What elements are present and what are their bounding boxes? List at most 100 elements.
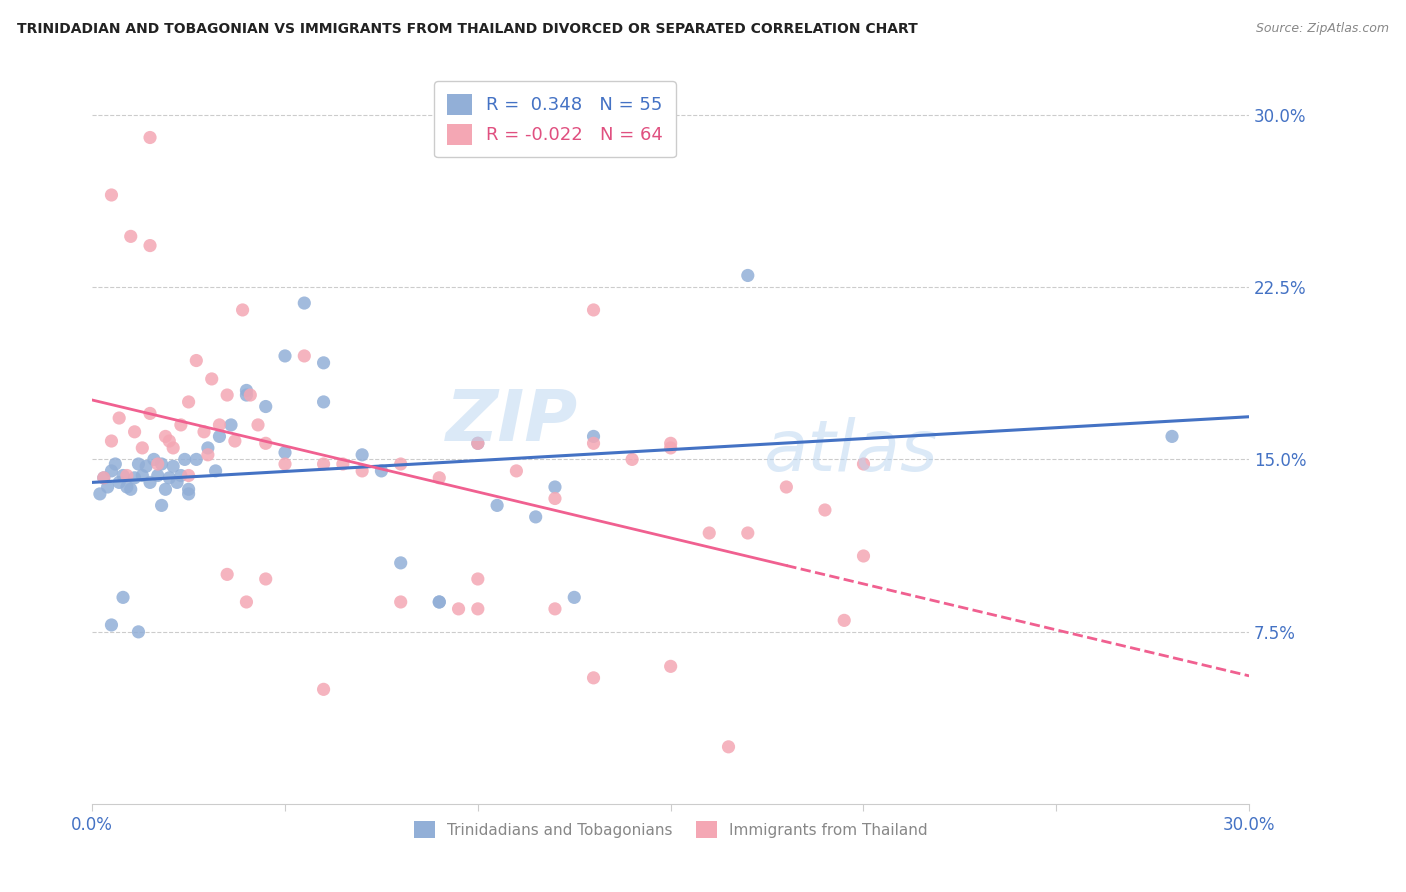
Point: [659, 441, 682, 455]
Point: [100, 464, 122, 478]
Text: Source: ZipAtlas.com: Source: ZipAtlas.com: [1256, 22, 1389, 36]
Point: [505, 464, 527, 478]
Point: [150, 457, 173, 471]
Point: [370, 464, 392, 478]
Point: [292, 349, 315, 363]
Point: [201, 372, 224, 386]
Point: [139, 130, 162, 145]
Point: [254, 436, 277, 450]
Point: [274, 445, 297, 459]
Point: [352, 464, 374, 478]
Point: [486, 499, 509, 513]
Point: [427, 471, 450, 485]
Point: [544, 491, 567, 506]
Point: [389, 457, 412, 471]
Point: [97, 480, 120, 494]
Legend: Trinidadians and Tobagonians, Immigrants from Thailand: Trinidadians and Tobagonians, Immigrants…: [408, 814, 934, 845]
Point: [247, 417, 270, 432]
Point: [108, 411, 131, 425]
Point: [112, 591, 135, 605]
Point: [186, 452, 208, 467]
Point: [177, 395, 200, 409]
Point: [142, 452, 165, 467]
Point: [1161, 429, 1184, 443]
Point: [389, 595, 412, 609]
Point: [544, 602, 567, 616]
Point: [204, 464, 226, 478]
Text: ZIP: ZIP: [446, 387, 578, 456]
Point: [467, 436, 489, 450]
Point: [312, 395, 335, 409]
Point: [814, 503, 837, 517]
Point: [621, 452, 644, 467]
Point: [139, 406, 162, 420]
Point: [582, 302, 605, 317]
Point: [166, 475, 188, 490]
Point: [157, 471, 180, 485]
Point: [852, 457, 875, 471]
Point: [186, 353, 208, 368]
Point: [173, 452, 195, 467]
Point: [135, 459, 157, 474]
Point: [312, 356, 335, 370]
Point: [208, 429, 231, 443]
Point: [162, 459, 184, 474]
Point: [127, 624, 149, 639]
Point: [146, 468, 169, 483]
Point: [108, 475, 131, 490]
Point: [235, 388, 257, 402]
Point: [120, 229, 142, 244]
Point: [120, 483, 142, 497]
Text: TRINIDADIAN AND TOBAGONIAN VS IMMIGRANTS FROM THAILAND DIVORCED OR SEPARATED COR: TRINIDADIAN AND TOBAGONIAN VS IMMIGRANTS…: [17, 22, 918, 37]
Point: [177, 468, 200, 483]
Text: atlas: atlas: [763, 417, 938, 485]
Point: [197, 448, 219, 462]
Point: [582, 429, 605, 443]
Point: [208, 417, 231, 432]
Point: [170, 417, 193, 432]
Point: [697, 526, 720, 541]
Point: [312, 682, 335, 697]
Point: [155, 483, 177, 497]
Point: [659, 659, 682, 673]
Point: [157, 434, 180, 448]
Point: [292, 296, 315, 310]
Point: [332, 457, 354, 471]
Point: [124, 425, 146, 439]
Point: [155, 429, 177, 443]
Point: [146, 457, 169, 471]
Point: [100, 618, 122, 632]
Point: [93, 471, 115, 485]
Point: [150, 499, 173, 513]
Point: [235, 595, 257, 609]
Point: [193, 425, 215, 439]
Point: [254, 400, 277, 414]
Point: [562, 591, 585, 605]
Point: [832, 613, 855, 627]
Point: [139, 475, 162, 490]
Point: [217, 388, 239, 402]
Point: [170, 468, 193, 483]
Point: [582, 671, 605, 685]
Point: [197, 441, 219, 455]
Point: [467, 436, 489, 450]
Point: [139, 238, 162, 252]
Point: [235, 384, 257, 398]
Point: [177, 487, 200, 501]
Point: [127, 457, 149, 471]
Point: [467, 602, 489, 616]
Point: [544, 480, 567, 494]
Point: [389, 556, 412, 570]
Point: [659, 436, 682, 450]
Point: [93, 471, 115, 485]
Point: [274, 457, 297, 471]
Point: [524, 509, 547, 524]
Point: [217, 567, 239, 582]
Point: [177, 483, 200, 497]
Point: [447, 602, 470, 616]
Point: [852, 549, 875, 563]
Point: [427, 595, 450, 609]
Point: [232, 302, 254, 317]
Point: [131, 441, 153, 455]
Point: [124, 471, 146, 485]
